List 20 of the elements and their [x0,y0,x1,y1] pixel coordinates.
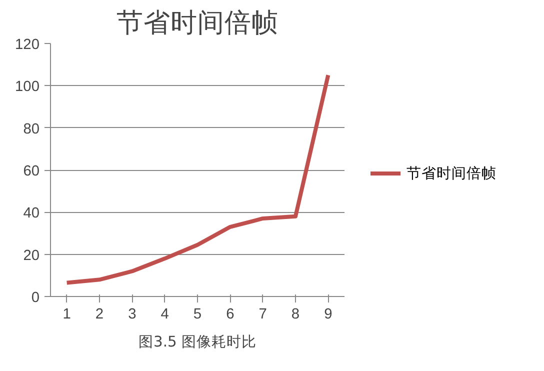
x-tick-label: 3 [128,306,136,322]
x-tick-label: 7 [258,306,267,322]
y-tick-label: 100 [15,79,40,96]
caption: 图3.5 图像耗时比 [138,334,256,350]
x-tick-label: 2 [95,306,104,322]
y-tick-label: 80 [23,121,40,138]
y-tick-label: 40 [23,206,40,222]
y-tick-label: 0 [31,290,40,306]
line-series [64,73,330,285]
y-tick-label: 20 [23,248,40,264]
chart-title: 节省时间倍帧 [116,8,278,38]
x-tick-label: 9 [324,306,332,322]
x-tick-label: 6 [226,306,234,322]
x-tick-label: 8 [291,306,300,322]
y-tick-label: 60 [23,164,40,180]
x-tick-label: 5 [193,306,202,322]
legend-label: 节省时间倍帧 [406,165,496,182]
x-tick-label: 4 [160,306,169,322]
x-tick-label: 1 [62,306,71,322]
y-tick-label: 120 [15,37,40,53]
